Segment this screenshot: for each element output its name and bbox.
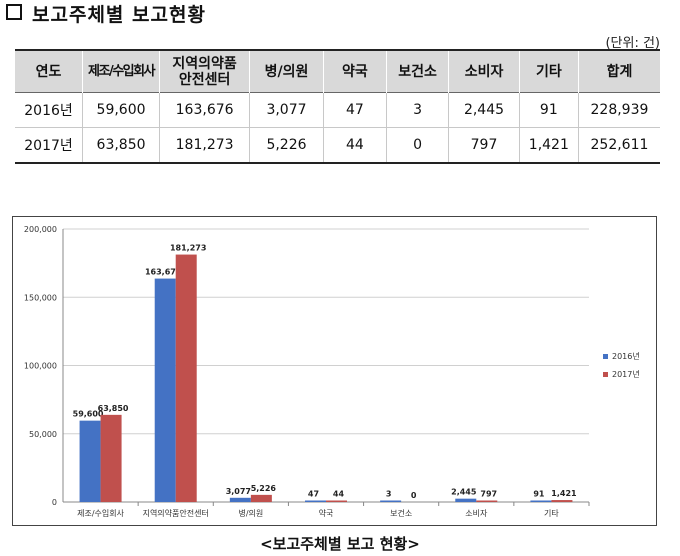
table-cell: 181,273	[159, 127, 251, 164]
legend-label: 2016년	[612, 351, 640, 361]
bar-2017년	[175, 254, 197, 502]
x-tick-label: 제조/수입회사	[77, 509, 124, 518]
bar-2017년	[476, 500, 498, 502]
bar-2016년	[229, 497, 251, 502]
table-header-cell: 소비자	[448, 50, 520, 93]
bar-2016년	[79, 420, 101, 502]
table-row: 2016년 59,600 163,676 3,077 47 3 2,445 91 228,939	[15, 92, 660, 128]
bar-2017년	[551, 500, 573, 502]
table-cell: 59,600	[82, 92, 161, 128]
table-cell: 3	[386, 92, 450, 128]
table-header-cell: 연도	[15, 50, 84, 93]
x-tick-label: 기타	[544, 509, 559, 518]
table-row: 2017년 63,850 181,273 5,226 44 0 797 1,421 252,61…	[15, 127, 660, 164]
x-tick-label: 지역의약품안전센터	[143, 508, 209, 518]
bar-2016년	[154, 278, 176, 502]
bar-2017년	[100, 414, 122, 502]
data-label: 63,850	[98, 404, 129, 413]
table-year-cell: 2016년	[15, 92, 84, 128]
bar-2016년	[305, 500, 326, 502]
bar-2016년	[380, 500, 402, 502]
table-header-cell: 지역의약품 안전센터	[159, 50, 251, 93]
table-header-cell: 보건소	[386, 50, 450, 93]
summary-table-body: 2016년 59,600 163,676 3,077 47 3 2,445 91 228,939…	[15, 92, 660, 164]
data-label: 91	[533, 490, 545, 499]
chart-frame: 0 50,000 100,000 150,000 200,000 제조/수입회사 59,60…	[12, 216, 657, 526]
table-header-cell: 병/의원	[249, 50, 324, 93]
legend-swatch	[603, 354, 608, 359]
table-header-cell: 합계	[578, 50, 660, 93]
y-tick-label: 50,000	[29, 430, 57, 439]
table-header-row: 연도 제조/수입회사 지역의약품 안전센터 병/의원 약국 보건소 소비자 기타 합계	[15, 50, 660, 93]
section-heading: 보고주체별 보고현황	[6, 0, 206, 27]
y-tick-label: 150,000	[24, 293, 57, 302]
table-year-cell: 2017년	[15, 127, 84, 164]
bar-chart: 0 50,000 100,000 150,000 200,000 제조/수입회사 59,60…	[24, 225, 640, 518]
data-label: 47	[308, 490, 319, 499]
data-label: 1,421	[551, 489, 577, 498]
table-cell: 47	[323, 92, 387, 128]
x-tick-label: 보건소	[390, 508, 412, 518]
y-tick-label: 200,000	[24, 225, 57, 234]
table-cell: 797	[448, 127, 520, 164]
table-cell: 163,676	[159, 92, 251, 128]
y-tick-label: 0	[52, 498, 57, 507]
table-cell: 5,226	[249, 127, 324, 164]
bar-2017년	[250, 494, 272, 502]
table-header-cell: 약국	[323, 50, 387, 93]
chart-caption: <보고주체별 보고 현황>	[260, 535, 420, 553]
table-cell: 91	[519, 92, 579, 128]
data-label: 163,676	[145, 268, 182, 277]
data-label: 59,600	[73, 410, 104, 419]
table-cell: 3,077	[249, 92, 324, 128]
legend-swatch	[603, 372, 608, 377]
data-label: 797	[480, 490, 497, 499]
data-label: 5,226	[251, 484, 277, 493]
data-label: 2,445	[451, 488, 477, 497]
bar-2017년	[326, 500, 347, 502]
x-tick-label: 병/의원	[238, 508, 263, 518]
bar-2016년	[455, 498, 477, 502]
table-cell: 1,421	[519, 127, 579, 164]
summary-table: 연도 제조/수입회사 지역의약품 안전센터 병/의원 약국 보건소 소비자 기타 합계 2016년…	[15, 49, 660, 164]
table-cell: 228,939	[578, 92, 660, 128]
data-label: 44	[333, 490, 345, 499]
data-label: 181,273	[170, 244, 206, 253]
bar-2016년	[530, 500, 552, 502]
data-label: 3,077	[226, 487, 251, 496]
table-cell: 0	[386, 127, 450, 164]
table-cell: 44	[323, 127, 387, 164]
data-label: 0	[411, 491, 417, 500]
table-cell: 2,445	[448, 92, 520, 128]
legend-label: 2017년	[612, 369, 640, 379]
summary-table-head: 연도 제조/수입회사 지역의약품 안전센터 병/의원 약국 보건소 소비자 기타 합계	[15, 50, 660, 93]
table-header-cell: 제조/수입회사	[82, 50, 161, 93]
checkbox-square-icon	[6, 4, 22, 20]
unit-note: (단위: 건)	[605, 36, 660, 51]
x-tick-label: 소비자	[465, 509, 488, 518]
table-header-cell: 기타	[519, 50, 579, 93]
data-label: 3	[386, 490, 392, 499]
x-tick-label: 약국	[319, 508, 334, 518]
y-tick-label: 100,000	[24, 362, 57, 371]
section-heading-text: 보고주체별 보고현황	[32, 4, 206, 26]
table-cell: 63,850	[82, 127, 161, 164]
table-cell: 252,611	[578, 127, 660, 164]
